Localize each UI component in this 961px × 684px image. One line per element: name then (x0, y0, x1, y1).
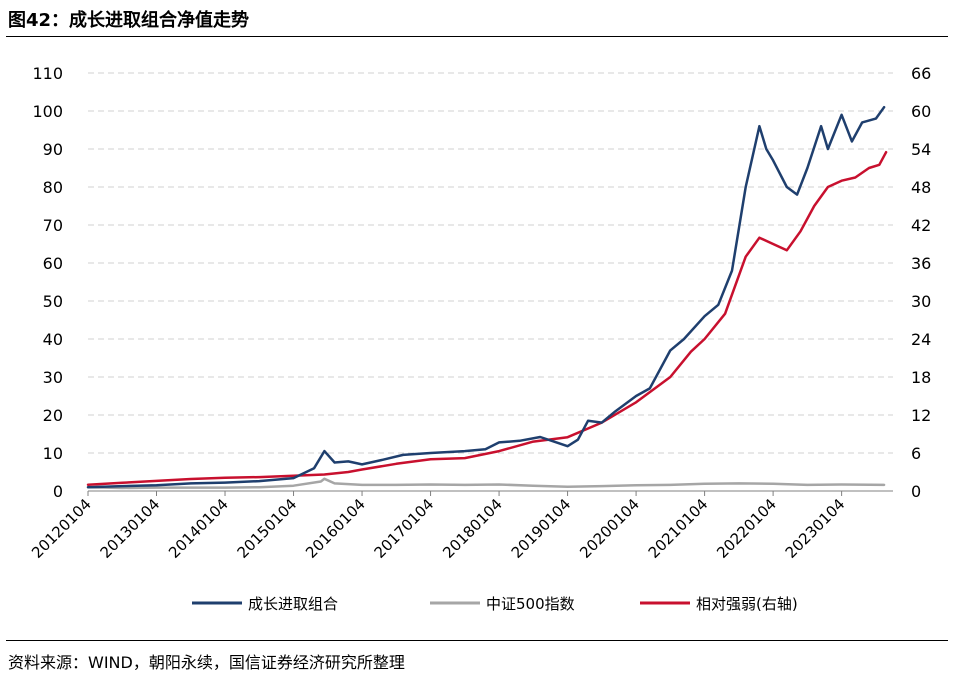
left-tick-label: 50 (43, 292, 63, 311)
right-tick-label: 30 (911, 292, 931, 311)
x-tick-label: 20200104 (576, 495, 643, 562)
series-line-1 (86, 477, 886, 490)
x-tick-label: 20130104 (97, 495, 164, 562)
right-tick-label: 60 (911, 102, 931, 121)
series-lines (86, 105, 888, 490)
left-axis-ticks: 0 10 20 30 40 50 60 70 80 90 100 110 (32, 64, 63, 501)
x-tick-label: 20160104 (302, 495, 369, 562)
grid-lines (88, 72, 893, 454)
series-line-2 (86, 150, 888, 486)
left-tick-label: 70 (43, 216, 63, 235)
right-tick-label: 36 (911, 254, 931, 273)
left-tick-label: 10 (43, 444, 63, 463)
left-tick-label: 110 (32, 64, 63, 83)
x-tick-label: 20170104 (371, 495, 438, 562)
right-tick-label: 18 (911, 368, 931, 387)
left-tick-label: 0 (53, 482, 63, 501)
bottom-rule (6, 640, 948, 641)
left-tick-label: 100 (32, 102, 63, 121)
top-rule (6, 36, 948, 37)
x-tick-label: 20120104 (28, 495, 95, 562)
series-line-0 (86, 105, 886, 489)
x-axis: 20120104 20130104 20140104 20150104 20160104… (28, 490, 893, 562)
x-tick-label: 20230104 (782, 495, 849, 562)
x-tick-label: 20220104 (713, 495, 780, 562)
right-tick-label: 42 (911, 216, 931, 235)
chart-title: 图42：成长进取组合净值走势 (8, 10, 250, 31)
source-note: 资料来源：WIND，朝阳永续，国信证券经济研究所整理 (8, 653, 405, 672)
x-tick-label: 20210104 (645, 495, 712, 562)
line-chart: 0 10 20 30 40 50 60 70 80 90 100 110 0 6 12 18 24 30 36 42… (28, 64, 931, 613)
right-tick-label: 48 (911, 178, 931, 197)
x-tick-label: 20180104 (439, 495, 506, 562)
legend-label: 成长进取组合 (248, 595, 338, 613)
left-tick-label: 90 (43, 140, 63, 159)
right-tick-label: 0 (911, 482, 921, 501)
right-axis-ticks: 0 6 12 18 24 30 36 42 48 54 60 66 (911, 64, 931, 501)
right-tick-label: 54 (911, 140, 931, 159)
left-tick-label: 30 (43, 368, 63, 387)
x-tick-label: 20140104 (165, 495, 232, 562)
x-tick-label: 20150104 (234, 495, 301, 562)
left-tick-label: 60 (43, 254, 63, 273)
legend: 成长进取组合 中证500指数 相对强弱(右轴) (192, 595, 798, 613)
right-tick-label: 24 (911, 330, 931, 349)
left-tick-label: 20 (43, 406, 63, 425)
right-tick-label: 12 (911, 406, 931, 425)
legend-label: 相对强弱(右轴) (696, 595, 798, 613)
left-tick-label: 80 (43, 178, 63, 197)
right-tick-label: 66 (911, 64, 931, 83)
left-tick-label: 40 (43, 330, 63, 349)
right-tick-label: 6 (911, 444, 921, 463)
x-tick-label: 20190104 (508, 495, 575, 562)
legend-label: 中证500指数 (486, 595, 575, 613)
